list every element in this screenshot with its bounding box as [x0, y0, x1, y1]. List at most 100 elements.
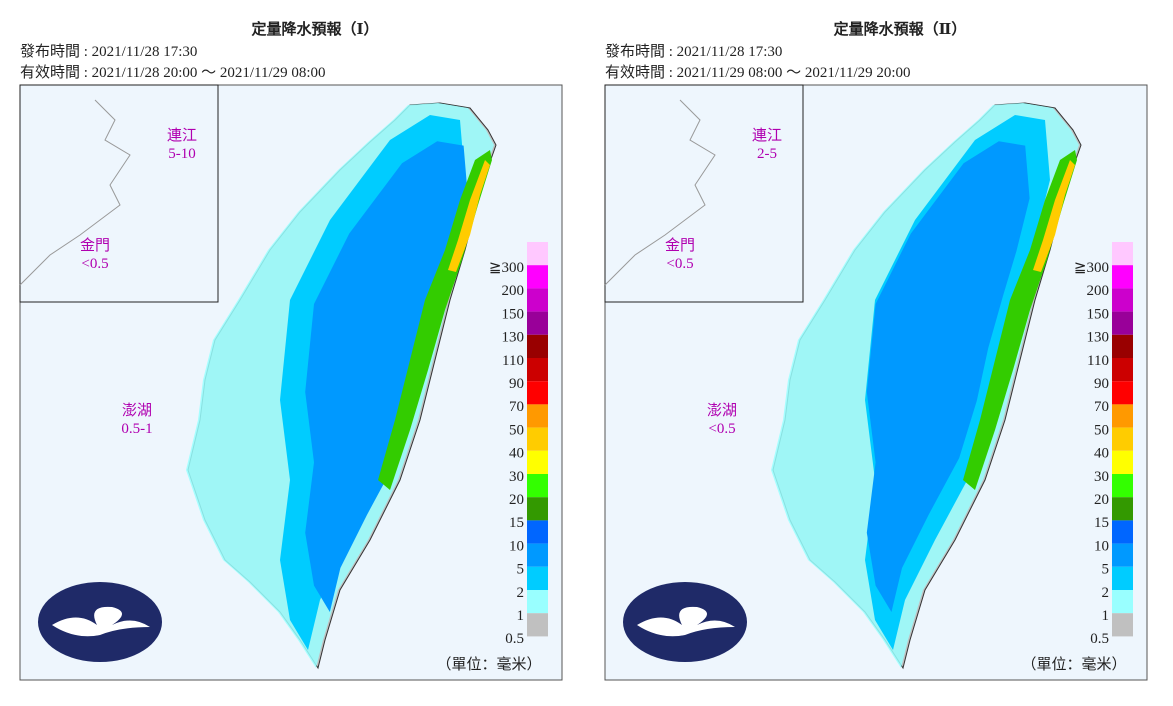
logo-wave — [52, 606, 150, 637]
island-name: 連江 — [167, 127, 197, 144]
unit-label: （單位：毫米） — [1021, 655, 1126, 673]
rain-area-yellow — [448, 160, 490, 272]
island-name: 金門 — [665, 237, 695, 254]
legend-swatch — [1112, 311, 1133, 335]
legend-label: 15 — [509, 515, 524, 531]
island-value: <0.5 — [81, 256, 108, 272]
legend-label: 2 — [517, 585, 525, 601]
legend-swatch — [1112, 613, 1133, 637]
legend-label: 10 — [1094, 538, 1109, 554]
legend-swatch — [1112, 358, 1133, 382]
legend-label: 50 — [509, 422, 524, 438]
legend-swatch — [527, 427, 548, 451]
legend-label: 70 — [1094, 399, 1109, 415]
legend-label: 90 — [1094, 376, 1109, 392]
legend-label: 130 — [1087, 330, 1110, 346]
legend-swatch — [1112, 590, 1133, 614]
legend-label: 15 — [1094, 515, 1109, 531]
legend-swatch — [1112, 427, 1133, 451]
legend-swatch — [527, 613, 548, 637]
rain-area-blue — [866, 141, 1030, 612]
legend-swatch — [1112, 566, 1133, 590]
legend-label: 0.5 — [505, 631, 524, 647]
legend-label: 40 — [509, 446, 524, 462]
inset-frame — [604, 84, 804, 303]
legend-label: 1 — [517, 608, 525, 624]
legend-swatch — [527, 381, 548, 405]
legend-label: 50 — [1094, 422, 1109, 438]
issue-time: 發布時間 : 2021/11/28 17:30 — [20, 43, 197, 60]
legend-swatch — [527, 590, 548, 614]
unit-label: （單位：毫米） — [436, 655, 541, 673]
legend-label: 1 — [1102, 608, 1110, 624]
coastline — [19, 99, 131, 286]
legend-label: 130 — [502, 330, 525, 346]
legend-swatch — [1112, 334, 1133, 358]
legend-label: 200 — [502, 283, 525, 299]
legend-swatch — [1112, 474, 1133, 498]
legend-swatch — [527, 450, 548, 474]
legend-label: 40 — [1094, 446, 1109, 462]
legend-label: 110 — [1087, 353, 1109, 369]
legend-swatch — [527, 566, 548, 590]
valid-time: 有效時間 : 2021/11/29 08:00 ～ 2021/11/29 20:… — [605, 64, 911, 81]
legend-label: 20 — [1094, 492, 1109, 508]
legend-swatch — [1112, 497, 1133, 521]
legend-swatch — [527, 288, 548, 312]
island-value: 0.5-1 — [121, 421, 152, 437]
legend-swatch — [1112, 381, 1133, 405]
island-name: 連江 — [752, 127, 782, 144]
legend-swatch — [527, 497, 548, 521]
legend-label: 110 — [502, 353, 524, 369]
legend-label: 150 — [1087, 306, 1110, 322]
valid-time: 有效時間 : 2021/11/28 20:00 ～ 2021/11/29 08:… — [20, 64, 326, 81]
legend-swatch — [527, 520, 548, 544]
legend-swatch — [1112, 543, 1133, 567]
legend-swatch — [1112, 242, 1133, 266]
legend-swatch — [527, 311, 548, 335]
legend-swatch — [1112, 288, 1133, 312]
inset-frame — [19, 84, 219, 303]
legend-swatch — [527, 242, 548, 266]
legend-label: 2 — [1102, 585, 1110, 601]
island-name: 澎湖 — [122, 402, 152, 419]
legend-swatch — [1112, 450, 1133, 474]
island-name: 澎湖 — [707, 402, 737, 419]
legend-swatch — [527, 334, 548, 358]
legend-label: 30 — [509, 469, 524, 485]
legend-label: 0.5 — [1090, 631, 1109, 647]
legend-swatch — [527, 265, 548, 289]
island-value: <0.5 — [708, 421, 735, 437]
legend-swatch — [527, 404, 548, 428]
legend-label: 150 — [502, 306, 525, 322]
panel-title: 定量降水預報（Ⅱ） — [834, 20, 967, 38]
logo-wave — [637, 606, 735, 637]
legend-swatch — [1112, 404, 1133, 428]
island-value: 5-10 — [168, 146, 196, 162]
panel-title: 定量降水預報（Ⅰ） — [251, 20, 378, 38]
legend-label: 30 — [1094, 469, 1109, 485]
legend-swatch — [1112, 265, 1133, 289]
legend-label: ≧300 — [489, 260, 524, 276]
rain-area-blue — [305, 141, 468, 612]
island-value: 2-5 — [757, 146, 777, 162]
legend-label: 5 — [1102, 562, 1110, 578]
rain-area-yellow — [1033, 160, 1075, 272]
island-name: 金門 — [80, 237, 110, 254]
legend-label: 200 — [1087, 283, 1110, 299]
legend-swatch — [527, 474, 548, 498]
legend-label: ≧300 — [1074, 260, 1109, 276]
legend-label: 20 — [509, 492, 524, 508]
coastline — [604, 99, 716, 286]
legend-swatch — [527, 543, 548, 567]
legend-label: 5 — [517, 562, 525, 578]
legend-label: 70 — [509, 399, 524, 415]
legend-swatch — [527, 358, 548, 382]
panel: 定量降水預報（Ⅰ） 發布時間 : 2021/11/28 17:30 有效時間 : 2… — [19, 20, 563, 681]
legend-label: 10 — [509, 538, 524, 554]
panel: 定量降水預報（Ⅱ） 發布時間 : 2021/11/28 17:30 有效時間 : 2… — [604, 20, 1148, 681]
legend-label: 90 — [509, 376, 524, 392]
issue-time: 發布時間 : 2021/11/28 17:30 — [605, 43, 782, 60]
island-value: <0.5 — [666, 256, 693, 272]
